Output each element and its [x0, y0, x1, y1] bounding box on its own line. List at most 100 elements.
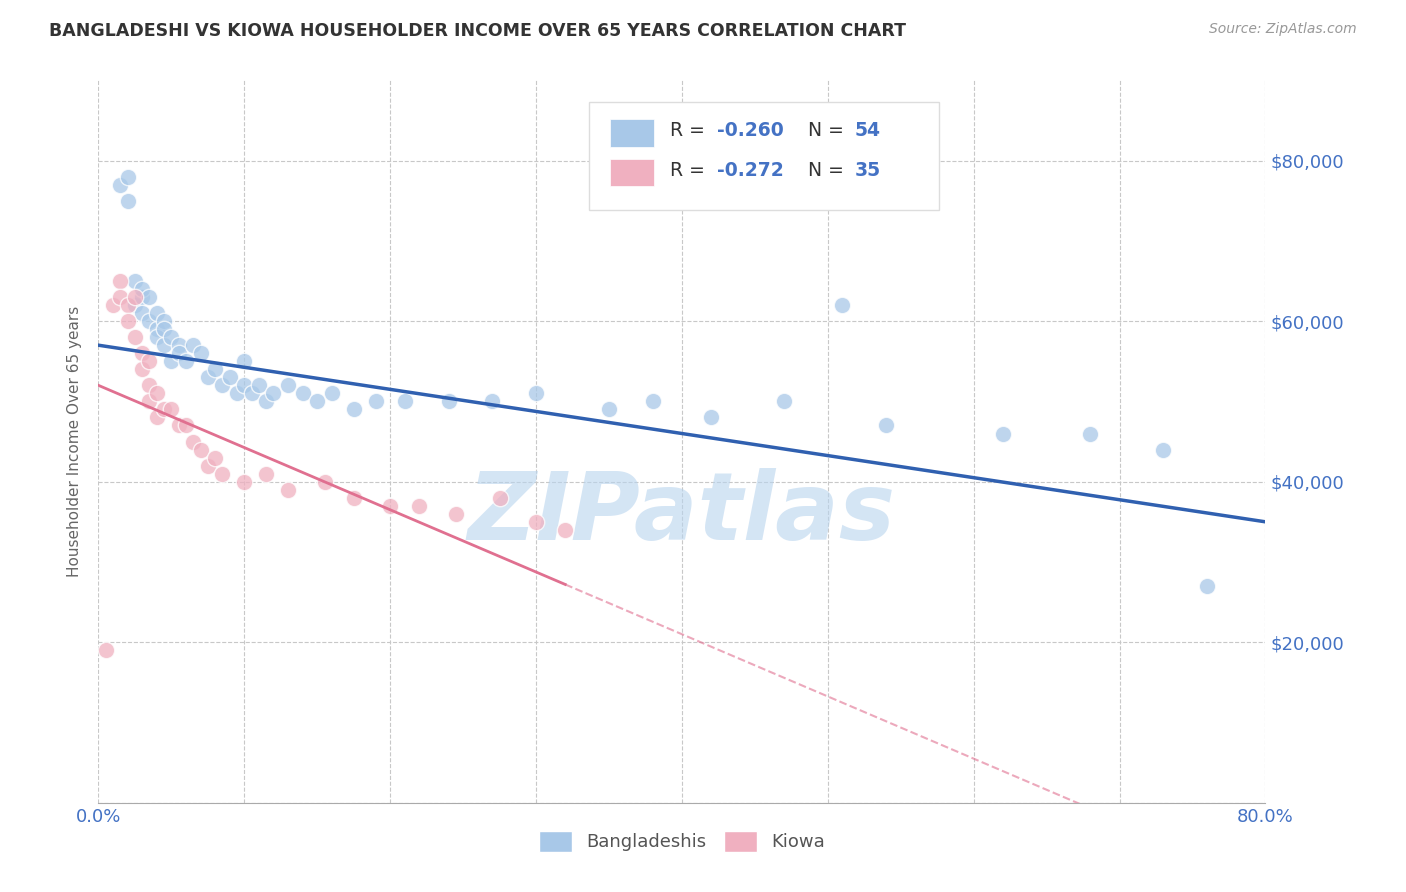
Point	[174, 418, 197, 433]
Point	[1080, 426, 1102, 441]
Text: -0.272: -0.272	[717, 161, 783, 180]
Point	[641, 394, 664, 409]
Point	[277, 378, 299, 392]
Point	[307, 394, 329, 409]
Point	[394, 394, 416, 409]
Point	[233, 378, 256, 392]
Point	[343, 491, 366, 505]
Point	[117, 298, 139, 312]
Point	[167, 346, 190, 360]
Point	[110, 274, 132, 288]
Text: 35: 35	[855, 161, 880, 180]
Point	[160, 330, 183, 344]
Point	[991, 426, 1014, 441]
Point	[437, 394, 460, 409]
Point	[181, 338, 204, 352]
Point	[240, 386, 263, 401]
Point	[124, 298, 146, 312]
Point	[380, 499, 402, 513]
Point	[153, 402, 176, 417]
Point	[146, 410, 169, 425]
Point	[131, 306, 153, 320]
Point	[117, 194, 139, 208]
Point	[262, 386, 284, 401]
Point	[598, 402, 620, 417]
Point	[153, 338, 176, 352]
Point	[167, 418, 190, 433]
Point	[110, 290, 132, 304]
Point	[190, 346, 212, 360]
Point	[197, 458, 219, 473]
Point	[110, 178, 132, 192]
Point	[101, 298, 124, 312]
Point	[174, 354, 197, 368]
Point	[117, 169, 139, 184]
Point	[773, 394, 796, 409]
Point	[146, 386, 169, 401]
Point	[488, 491, 510, 505]
Point	[124, 274, 146, 288]
Point	[94, 643, 117, 657]
Point	[211, 378, 233, 392]
Point	[277, 483, 299, 497]
Point	[524, 386, 547, 401]
Text: R =: R =	[671, 121, 711, 140]
Point	[314, 475, 336, 489]
Point	[131, 282, 153, 296]
Point	[146, 330, 169, 344]
Point	[444, 507, 467, 521]
Text: BANGLADESHI VS KIOWA HOUSEHOLDER INCOME OVER 65 YEARS CORRELATION CHART: BANGLADESHI VS KIOWA HOUSEHOLDER INCOME …	[49, 22, 907, 40]
Point	[254, 467, 277, 481]
Point	[254, 394, 277, 409]
Point	[211, 467, 233, 481]
Point	[181, 434, 204, 449]
Text: R =: R =	[671, 161, 711, 180]
Point	[218, 370, 240, 384]
Point	[1195, 579, 1218, 593]
Point	[138, 354, 160, 368]
Point	[554, 523, 576, 537]
Point	[233, 354, 256, 368]
Point	[343, 402, 366, 417]
Point	[247, 378, 270, 392]
Point	[408, 499, 430, 513]
Point	[160, 354, 183, 368]
Point	[131, 362, 153, 376]
FancyBboxPatch shape	[589, 102, 939, 211]
Point	[160, 402, 183, 417]
Point	[138, 314, 160, 328]
Text: Source: ZipAtlas.com: Source: ZipAtlas.com	[1209, 22, 1357, 37]
Point	[153, 314, 176, 328]
Text: N =: N =	[796, 161, 851, 180]
Point	[233, 475, 256, 489]
Point	[831, 298, 853, 312]
Point	[124, 290, 146, 304]
Point	[138, 378, 160, 392]
Point	[146, 322, 169, 336]
Point	[153, 322, 176, 336]
Point	[700, 410, 723, 425]
Text: 54: 54	[855, 121, 880, 140]
Point	[190, 442, 212, 457]
Point	[138, 394, 160, 409]
Point	[117, 314, 139, 328]
Point	[524, 515, 547, 529]
Text: -0.260: -0.260	[717, 121, 783, 140]
Point	[226, 386, 249, 401]
Bar	[610, 120, 654, 147]
Point	[364, 394, 387, 409]
Point	[131, 346, 153, 360]
Point	[1152, 442, 1174, 457]
Point	[875, 418, 897, 433]
Bar	[610, 159, 654, 186]
Point	[167, 338, 190, 352]
Y-axis label: Householder Income Over 65 years: Householder Income Over 65 years	[67, 306, 83, 577]
Point	[197, 370, 219, 384]
Point	[131, 290, 153, 304]
Point	[481, 394, 503, 409]
Point	[146, 306, 169, 320]
Text: N =: N =	[796, 121, 851, 140]
Point	[204, 450, 226, 465]
Point	[204, 362, 226, 376]
Text: ZIPatlas: ZIPatlas	[468, 467, 896, 560]
